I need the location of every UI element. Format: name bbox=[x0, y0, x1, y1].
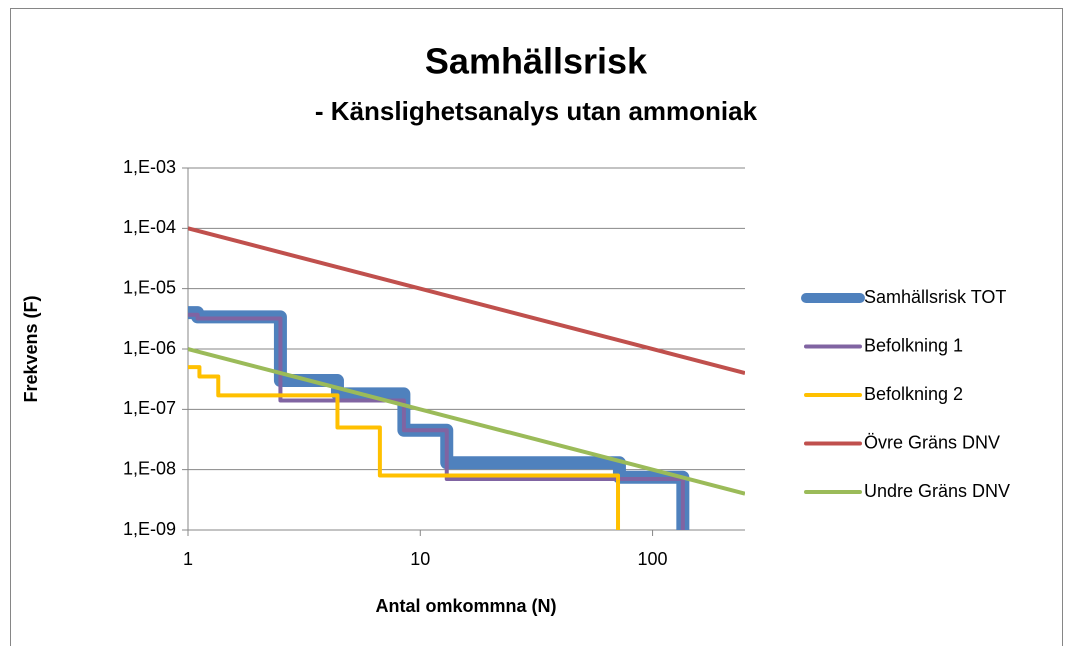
x-tick-label: 100 bbox=[638, 549, 668, 569]
legend-label: Undre Gräns DNV bbox=[864, 481, 1010, 501]
x-tick-label: 10 bbox=[410, 549, 430, 569]
legend-label: Befolkning 1 bbox=[864, 335, 963, 355]
legend-label: Befolkning 2 bbox=[864, 384, 963, 404]
plot-area bbox=[188, 226, 745, 530]
y-axis-title: Frekvens (F) bbox=[21, 295, 41, 402]
y-tick-label: 1,E-08 bbox=[123, 458, 176, 478]
chart-subtitle: - Känslighetsanalys utan ammoniak bbox=[315, 96, 758, 126]
y-tick-label: 1,E-06 bbox=[123, 338, 176, 358]
y-tick-label: 1,E-04 bbox=[123, 217, 176, 237]
series-line bbox=[188, 365, 621, 530]
chart-title: Samhällsrisk bbox=[425, 41, 648, 82]
chart-border bbox=[10, 8, 1063, 646]
y-tick-label: 1,E-07 bbox=[123, 398, 176, 418]
x-tick-label: 1 bbox=[183, 549, 193, 569]
y-tick-label: 1,E-09 bbox=[123, 519, 176, 539]
y-tick-label: 1,E-05 bbox=[123, 277, 176, 297]
series-line bbox=[188, 312, 685, 530]
x-axis-title: Antal omkommna (N) bbox=[375, 596, 556, 616]
legend-label: Övre Gräns DNV bbox=[864, 432, 1000, 452]
legend-label: Samhällsrisk TOT bbox=[864, 287, 1006, 307]
series-line bbox=[188, 347, 745, 496]
y-tick-label: 1,E-03 bbox=[123, 157, 176, 177]
series-line bbox=[188, 306, 690, 530]
series-line bbox=[188, 226, 745, 375]
